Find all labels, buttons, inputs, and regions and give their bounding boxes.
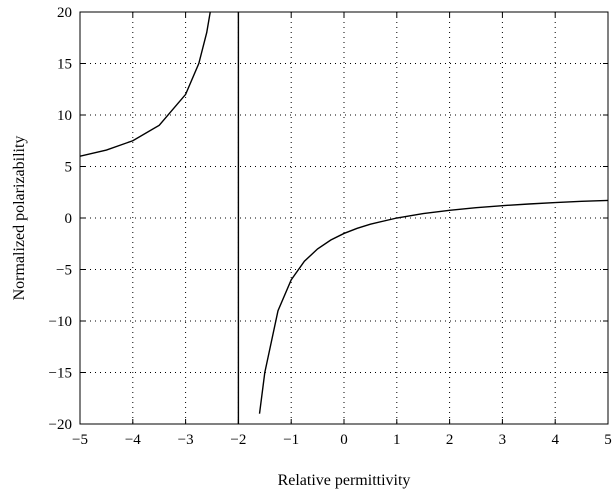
x-tick-label: 0 bbox=[340, 432, 348, 448]
x-tick-label: −5 bbox=[72, 432, 88, 448]
x-tick-label: 5 bbox=[604, 432, 612, 448]
x-tick-label: −1 bbox=[283, 432, 299, 448]
y-tick-label: 0 bbox=[65, 211, 73, 227]
x-tick-label: 3 bbox=[499, 432, 507, 448]
y-axis-label: Normalized polarizability bbox=[11, 136, 28, 301]
y-tick-label: −10 bbox=[49, 314, 72, 330]
x-tick-label: 4 bbox=[551, 432, 559, 448]
x-tick-label: −2 bbox=[230, 432, 246, 448]
series-line bbox=[80, 12, 211, 157]
x-tick-labels: −5 −4 −3 −2 −1 0 1 2 3 4 5 bbox=[72, 432, 612, 448]
y-tick-label: −20 bbox=[49, 417, 72, 433]
x-tick-label: −3 bbox=[178, 432, 194, 448]
plot-frame bbox=[79, 11, 609, 425]
y-tick-label: 5 bbox=[65, 160, 73, 176]
grid bbox=[80, 12, 608, 424]
x-tick-label: −4 bbox=[125, 432, 141, 448]
y-tick-label: −5 bbox=[56, 263, 72, 279]
x-tick-label: 1 bbox=[393, 432, 401, 448]
x-tick-label: 2 bbox=[446, 432, 454, 448]
y-tick-label: −15 bbox=[49, 366, 72, 382]
y-tick-labels: −20 −15 −10 −5 0 5 10 15 20 bbox=[49, 5, 72, 433]
x-axis-label: Relative permittivity bbox=[278, 472, 411, 489]
y-tick-label: 15 bbox=[57, 57, 72, 73]
series-layer bbox=[80, 12, 608, 424]
series-line bbox=[258, 199, 608, 414]
y-tick-label: 10 bbox=[57, 108, 72, 124]
y-tick-label: 20 bbox=[57, 5, 72, 21]
